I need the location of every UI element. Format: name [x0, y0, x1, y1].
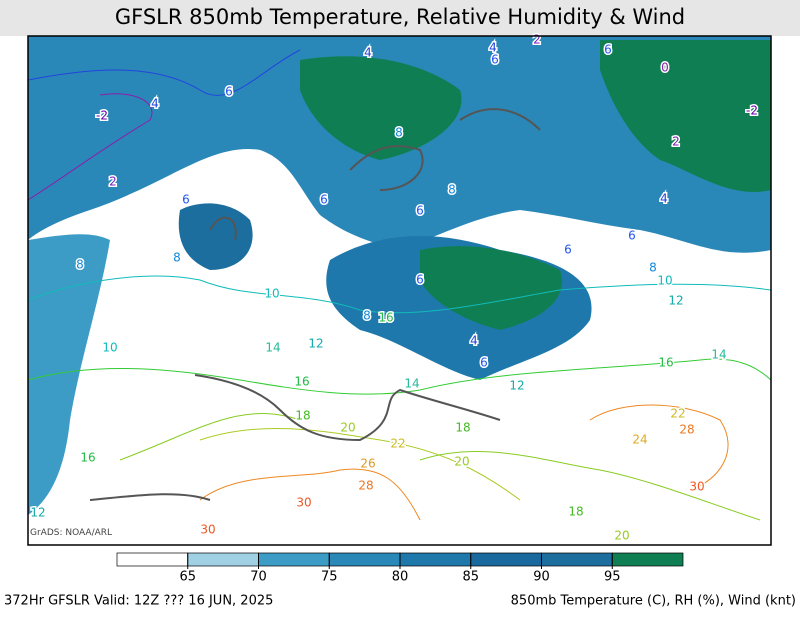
contour-label: 6: [225, 85, 233, 99]
contour-label: 18: [568, 505, 583, 519]
contour-label: 26: [360, 457, 375, 471]
colorbar-swatch: [470, 552, 542, 567]
colorbar-tick-label: 70: [250, 570, 267, 585]
colorbar-tick-label: 65: [179, 570, 196, 585]
contour-label: -2: [746, 104, 758, 118]
contour-label: 20: [454, 455, 469, 469]
title: GFSLR 850mb Temperature, Relative Humidi…: [115, 5, 685, 29]
contour-label: 8: [363, 309, 371, 323]
contour-label: 14: [404, 377, 419, 391]
contour-label: 6: [182, 193, 190, 207]
colorbar-swatch: [328, 552, 401, 567]
contour-label: 0: [661, 61, 669, 75]
contour-label: 6: [416, 204, 424, 218]
contour-label: 16: [80, 451, 95, 465]
contour-label: 4: [151, 97, 159, 111]
colorbar-swatch: [116, 552, 189, 567]
contour-label: 28: [679, 423, 694, 437]
contour-label: 8: [395, 126, 403, 140]
contour-label: 6: [491, 53, 499, 67]
contour-label: 8: [649, 261, 657, 275]
contour-label: 2: [109, 175, 117, 189]
contour-label: 24: [632, 433, 647, 447]
contour-label: 6: [628, 229, 636, 243]
contour-label: 8: [448, 183, 456, 197]
colorbar-swatch: [399, 552, 472, 567]
contour-label: 30: [296, 496, 311, 510]
title-bar: [0, 0, 800, 36]
footer-left: 372Hr GFSLR Valid: 12Z ??? 16 JUN, 2025: [4, 594, 273, 609]
contour-label: -2: [96, 109, 108, 123]
contour-label: 8: [173, 251, 181, 265]
contour-label: 28: [358, 479, 373, 493]
footer-right: 850mb Temperature (C), RH (%), Wind (knt…: [511, 594, 796, 609]
contour-label: 4: [489, 41, 497, 55]
contour-label: 30: [200, 523, 215, 537]
credit: GrADS: NOAA/ARL: [30, 528, 112, 538]
colorbar-tick-label: 80: [392, 570, 409, 585]
colorbar-tick-label: 95: [604, 570, 621, 585]
contour-label: 2: [533, 33, 541, 47]
colorbar-swatch: [258, 552, 330, 567]
contour-label: 6: [480, 356, 488, 370]
contour-label: 6: [416, 273, 424, 287]
contour-label: 10: [102, 341, 117, 355]
contour-label: 12: [509, 379, 524, 393]
contour-label: 22: [670, 407, 685, 421]
contour-label: 2: [672, 135, 680, 149]
colorbar-swatch: [541, 552, 613, 567]
contour-label: 18: [455, 421, 470, 435]
colorbar-tick-label: 90: [533, 570, 550, 585]
contour-label: 4: [470, 334, 478, 348]
contour-label: 4: [660, 192, 668, 206]
contour-label: 14: [265, 341, 280, 355]
contour-label: 14: [711, 348, 726, 362]
contour-label: 10: [657, 274, 672, 288]
colorbar-tick-label: 85: [462, 570, 479, 585]
contour-label: 12: [308, 337, 323, 351]
colorbar: 65 70 75 80 85 90 95: [116, 552, 684, 585]
colorbar-swatch: [611, 552, 684, 567]
contour-label: 8: [76, 258, 84, 272]
contour-label: 10: [264, 287, 279, 301]
contour-label: 16: [378, 311, 393, 325]
colorbar-tick-label: 75: [321, 570, 338, 585]
contour-label: 22: [390, 437, 405, 451]
contour-label: 30: [689, 480, 704, 494]
contour-label: 12: [668, 294, 683, 308]
contour-label: 20: [614, 529, 629, 543]
contour-label: 6: [564, 243, 572, 257]
contour-label: 20: [340, 421, 355, 435]
contour-label: 16: [658, 356, 673, 370]
contour-label: 6: [604, 43, 612, 57]
colorbar-swatch: [187, 552, 259, 567]
contour-label: 16: [294, 375, 309, 389]
contour-label: 18: [295, 409, 310, 423]
contour-label: 12: [30, 506, 45, 520]
contour-label: 6: [320, 193, 328, 207]
contour-label: 4: [364, 46, 372, 60]
